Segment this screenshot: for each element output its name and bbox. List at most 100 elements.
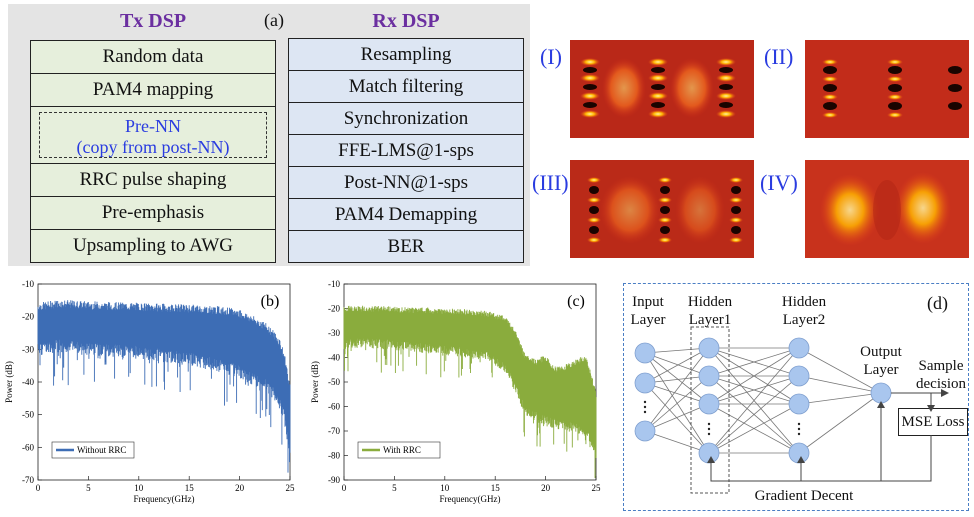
- nn-connection: [708, 347, 800, 405]
- nn-neuron: [870, 382, 892, 404]
- chart-b-ytick-label: -60: [22, 442, 34, 452]
- mse-loss-box: MSE Loss: [898, 408, 968, 436]
- tx-step-rrc-pulse-shaping: RRC pulse shaping: [30, 163, 276, 197]
- chart-c-legend-label: With RRC: [383, 445, 421, 455]
- nn-ellipsis-dot: [643, 400, 647, 404]
- nn-connection: [644, 347, 710, 384]
- output-layer-label: Output Layer: [855, 343, 907, 379]
- chart-b-series-path: [37, 300, 291, 473]
- feedback-arrowhead-out: [877, 401, 885, 408]
- chart-c-panel-label: (c): [567, 293, 585, 310]
- rx-dsp-title: Rx DSP: [372, 10, 440, 32]
- panel-a-label: (a): [264, 10, 284, 30]
- nn-connection: [708, 347, 800, 454]
- hidden-layer1-dashed-box: [690, 326, 730, 494]
- nn-ellipsis-dot: [707, 427, 711, 431]
- output-layer-label-line1: Output: [860, 344, 902, 360]
- tx-step-random-data: Random data: [30, 40, 276, 74]
- hidden-layer1-label-line2: Layer1: [688, 312, 732, 328]
- chart-c-xtick-label: 0: [342, 483, 347, 493]
- nn-neuron: [634, 372, 656, 394]
- chart-c-ytick-label: -90: [328, 475, 340, 485]
- chart-b-ytick-label: -20: [22, 312, 34, 322]
- chart-b-plot: -10 -20 -30 -40 -50 -60 -700 5 10 15 20 25 Frequency…: [4, 279, 295, 504]
- chart-b-ytick-label: -40: [22, 377, 34, 387]
- nn-connection: [644, 375, 710, 384]
- chart-c-ytick-label: -70: [328, 426, 340, 436]
- nn-ellipsis-dot: [797, 427, 801, 431]
- hidden-layer1-label: Hidden Layer1: [684, 293, 736, 329]
- output-arrowhead: [941, 389, 949, 397]
- eye-label-i: (I): [540, 44, 562, 69]
- feedback-arrowhead-h2: [797, 456, 805, 463]
- pre-nn-label: Pre-NN: [125, 116, 181, 136]
- nn-ellipsis-dot: [707, 432, 711, 436]
- input-layer-label-line1: Input: [632, 294, 664, 310]
- nn-neuron: [698, 337, 720, 359]
- nn-connection: [708, 375, 800, 405]
- nn-ellipsis-dot: [797, 422, 801, 426]
- rx-step-resampling: Resampling: [288, 38, 524, 71]
- chart-c-xtick-label: 15: [491, 483, 501, 493]
- tx-step-pre-nn: Pre-NN (copy from post-NN): [30, 106, 276, 164]
- chart-b-xtick-label: 10: [134, 483, 144, 493]
- nn-neuron: [634, 342, 656, 364]
- tx-dsp-title: Tx DSP: [119, 10, 187, 32]
- nn-connection: [644, 352, 710, 405]
- nn-connection: [798, 347, 882, 394]
- nn-ellipsis-dot: [643, 405, 647, 409]
- nn-connection: [644, 382, 710, 454]
- gradient-descent-label: Gradient Decent: [754, 488, 854, 504]
- rx-step-ber: BER: [288, 230, 524, 263]
- chart-c-xtick-label: 20: [541, 483, 551, 493]
- chart-c-xtick-label: 25: [592, 483, 602, 493]
- nn-connection: [798, 392, 882, 405]
- chart-c-xlabel: Frequency(GHz): [440, 494, 501, 504]
- chart-b-ytick-label: -10: [22, 279, 34, 289]
- chart-c-ytick-label: -20: [328, 304, 340, 314]
- eye-diagram-ii: [805, 40, 969, 138]
- chart-b-legend-label: Without RRC: [77, 445, 126, 455]
- chart-c-ytick-label: -60: [328, 402, 340, 412]
- nn-neuron: [634, 420, 656, 442]
- chart-b-xtick-label: 0: [36, 483, 41, 493]
- nn-ellipsis-dot: [643, 410, 647, 414]
- spectrum-chart-b: -10 -20 -30 -40 -50 -60 -700 5 10 15 20 25 Frequency…: [4, 279, 295, 504]
- nn-connection: [644, 375, 710, 432]
- panel-d-label: (d): [927, 293, 948, 313]
- hidden-layer2-label-line2: Layer2: [782, 312, 826, 328]
- rx-step-post-nn: Post-NN@1-sps: [288, 166, 524, 199]
- eye-label-iii: (III): [532, 170, 569, 195]
- hidden-layer2-label-line1: Hidden: [781, 294, 827, 310]
- nn-connection: [644, 382, 710, 405]
- chart-b-panel-label: (b): [261, 293, 280, 310]
- to-mse-arrowhead: [927, 405, 935, 412]
- chart-b-ytick-label: -70: [22, 475, 34, 485]
- tx-step-pre-emphasis: Pre-emphasis: [30, 196, 276, 230]
- sample-decision-label: Sample decision: [912, 357, 970, 393]
- nn-connection: [644, 403, 710, 432]
- pre-nn-note: (copy from post-NN): [76, 137, 230, 157]
- eye-diagram-i: [570, 40, 754, 138]
- nn-neuron: [698, 365, 720, 387]
- spectrum-chart-c: -10 -20 -30 -40 -50 -60 -70 -80 -900 5 10 15 20 25 Fre…: [310, 279, 602, 504]
- eye-diagram-iii: [570, 160, 754, 258]
- input-layer-label: Input Layer: [625, 293, 671, 329]
- chart-b-xtick-label: 15: [185, 483, 195, 493]
- chart-b-xtick-label: 5: [86, 483, 91, 493]
- eye-diagram-iv: [805, 160, 969, 258]
- nn-neuron: [788, 337, 810, 359]
- chart-b-ytick-label: -50: [22, 410, 34, 420]
- sample-decision-label-line2: decision: [916, 376, 966, 392]
- rx-step-match-filtering: Match filtering: [288, 70, 524, 103]
- tx-step-pam4-mapping: PAM4 mapping: [30, 73, 276, 107]
- nn-connection: [708, 375, 800, 454]
- eye-label-iv: (IV): [760, 170, 798, 195]
- chart-c-xtick-label: 10: [440, 483, 450, 493]
- chart-b-ytick-label: -30: [22, 344, 34, 354]
- neural-network-panel: [623, 283, 969, 511]
- chart-c-ytick-label: -40: [328, 353, 340, 363]
- sample-decision-label-line1: Sample: [918, 358, 964, 374]
- tx-step-upsampling: Upsampling to AWG: [30, 229, 276, 263]
- chart-b-xlabel: Frequency(GHz): [134, 494, 195, 504]
